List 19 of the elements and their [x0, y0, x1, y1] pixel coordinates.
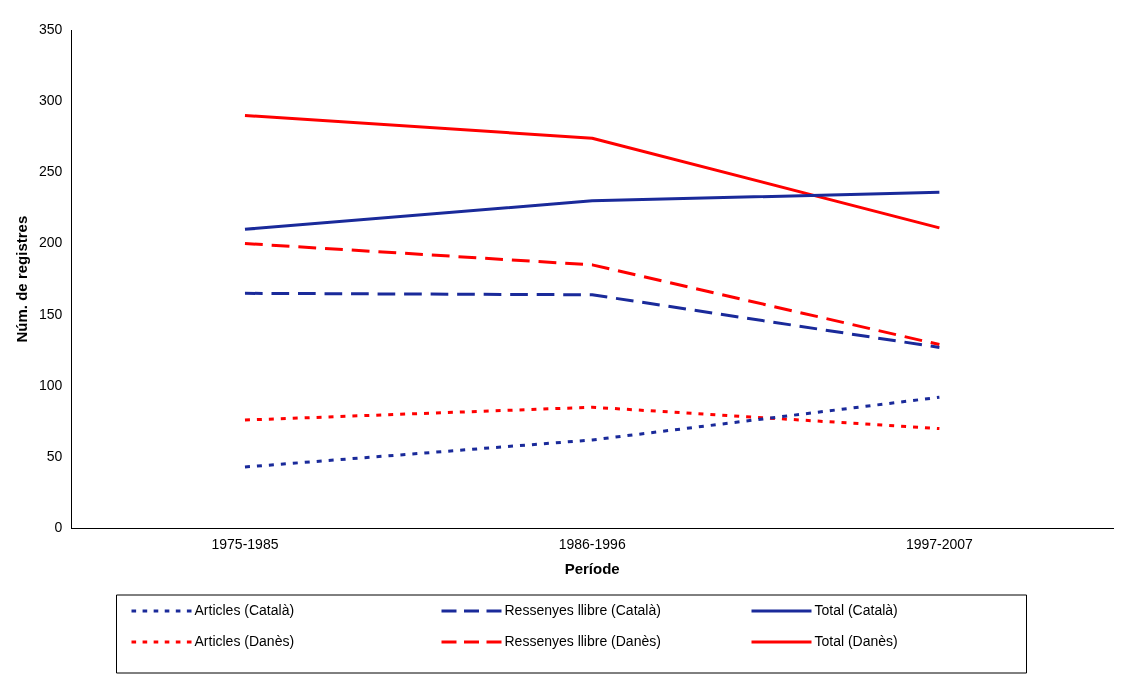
legend-label: Total (Danès): [814, 632, 898, 649]
y-tick-label: 0: [54, 519, 63, 536]
x-tick-label: 1997-2007: [905, 536, 974, 553]
legend-label: Articles (Català): [194, 601, 295, 618]
x-tick-label: 1975-1985: [211, 536, 279, 553]
y-tick-label: 150: [39, 305, 63, 322]
legend-label: Ressenyes llibre (Català): [504, 601, 661, 618]
x-tick-label: 1986-1996: [558, 536, 626, 553]
y-tick-label: 100: [39, 376, 63, 393]
x-axis-title: Període: [564, 560, 620, 578]
y-tick-label: 250: [39, 163, 63, 180]
legend-label: Articles (Danès): [194, 632, 295, 649]
y-tick-label: 200: [39, 234, 63, 251]
y-tick-label: 50: [46, 447, 63, 464]
y-tick-label: 300: [39, 92, 63, 109]
legend-label: Total (Català): [814, 601, 898, 618]
y-axis-title: Núm. de registres: [13, 215, 31, 343]
legend-label: Ressenyes llibre (Danès): [504, 632, 661, 649]
y-tick-label: 350: [39, 20, 63, 37]
